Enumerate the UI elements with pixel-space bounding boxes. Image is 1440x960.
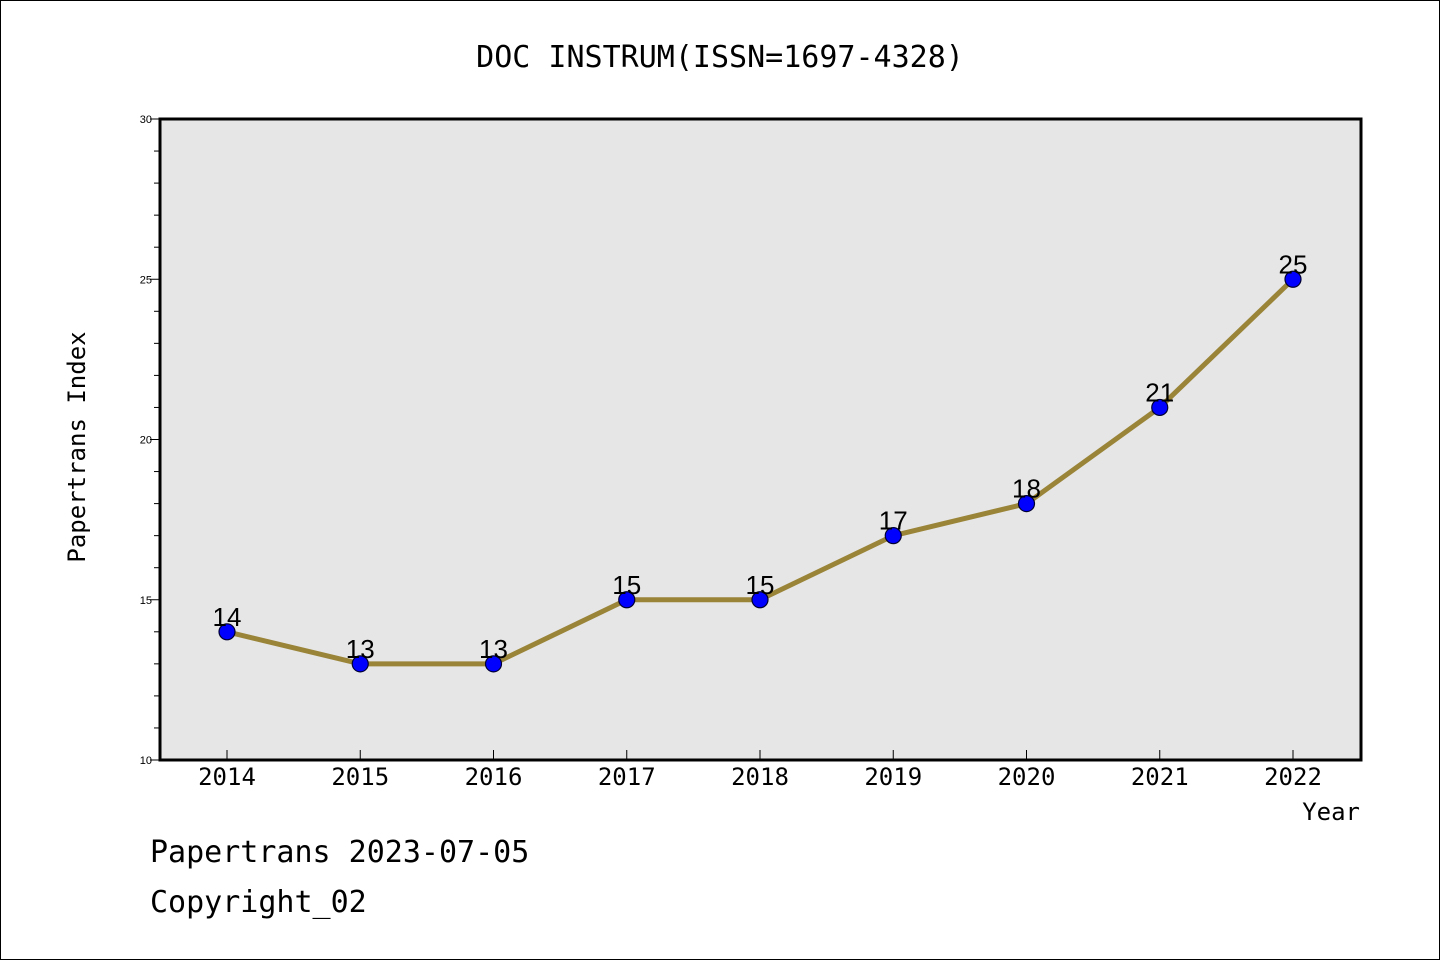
x-axis-ticks: 2014 2015 2016 2017 2018 2019 2020 2021 2022 (198, 750, 1322, 791)
x-tick-label: 2018 (731, 763, 789, 791)
series-group: 14 13 13 15 15 17 18 21 25 (213, 249, 1308, 673)
y-tick-label: 25 (140, 274, 152, 286)
footer-copyright: Copyright_02 (150, 885, 367, 920)
data-label: 15 (746, 570, 775, 600)
data-point (884, 527, 902, 545)
x-tick-label: 2014 (198, 763, 256, 791)
data-label: 18 (1012, 474, 1041, 504)
data-point (351, 655, 369, 673)
y-tick-label: 15 (140, 595, 152, 607)
data-label: 21 (1145, 377, 1174, 407)
data-point (1017, 495, 1036, 513)
data-point (1284, 270, 1302, 288)
data-label: 13 (346, 634, 375, 664)
y-tick-label: 20 (140, 435, 152, 447)
x-tick-label: 2016 (465, 763, 523, 791)
data-point (484, 655, 503, 673)
data-label: 15 (612, 570, 641, 600)
x-tick-label: 2022 (1264, 763, 1322, 791)
footer-date: Papertrans 2023-07-05 (150, 835, 530, 870)
data-label: 13 (479, 634, 508, 664)
y-axis-label: Papertrans Index (63, 331, 91, 562)
x-tick-label: 2017 (598, 763, 656, 791)
data-label: 25 (1279, 249, 1308, 279)
y-axis-ticks: 10 15 20 25 30 (140, 114, 160, 767)
x-axis-label: Year (1302, 798, 1360, 826)
data-point (751, 591, 769, 609)
plot-area (158, 117, 1363, 762)
x-tick-label: 2021 (1131, 763, 1189, 791)
y-tick-label: 10 (140, 755, 152, 767)
chart-title: DOC INSTRUM(ISSN=1697-4328) (476, 40, 964, 75)
data-label: 14 (213, 602, 242, 632)
x-tick-label: 2015 (331, 763, 389, 791)
data-label: 17 (879, 506, 908, 536)
x-tick-label: 2019 (864, 763, 922, 791)
x-tick-label: 2020 (998, 763, 1056, 791)
y-tick-label: 30 (140, 114, 152, 126)
data-point (218, 623, 236, 641)
data-point (1151, 398, 1169, 417)
data-point (618, 591, 636, 609)
